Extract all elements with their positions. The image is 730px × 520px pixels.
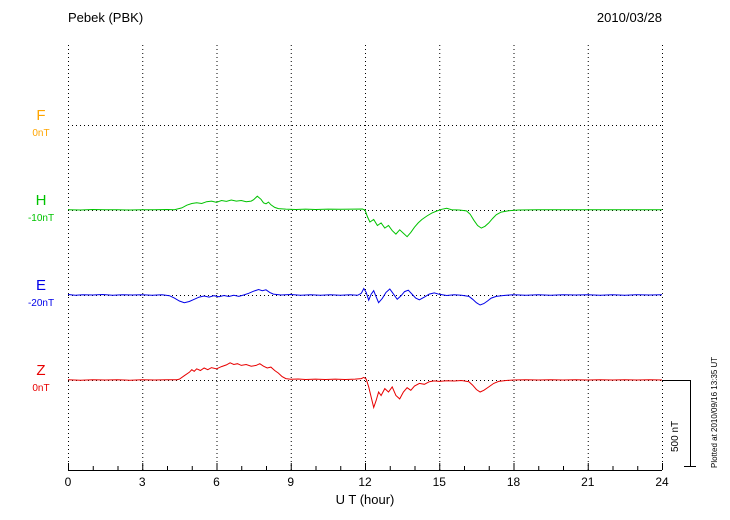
x-tick-label-3: 3 (138, 475, 146, 489)
trace-Z (67, 362, 663, 410)
x-tick-label-0: 0 (64, 475, 72, 489)
channel-label-E: E (35, 277, 46, 294)
channel-offset-Z: 0nT (32, 383, 50, 394)
plot-date: 2010/03/28 (596, 10, 662, 25)
channel-offset-E: -20nT (27, 298, 55, 309)
channel-label-Z: Z (36, 362, 46, 379)
plotted-at-footnote: Plotted at 2010/09/16 13:35 UT (710, 356, 719, 468)
x-axis-title: U T (hour) (335, 492, 395, 507)
channel-label-F: F (36, 107, 46, 124)
x-tick-label-6: 6 (213, 475, 220, 489)
channel-label-H: H (35, 192, 47, 209)
scale-bar-label: 500 nT (670, 420, 681, 452)
channel-offset-F: 0nT (32, 128, 50, 139)
x-tick-label-24: 24 (655, 475, 669, 489)
trace-H (67, 195, 663, 238)
x-tick-label-12: 12 (358, 475, 372, 489)
station-title: Pebek (PBK) (68, 10, 144, 25)
channel-offset-H: -10nT (27, 213, 55, 224)
x-tick-label-9: 9 (287, 475, 295, 489)
x-tick-label-18: 18 (506, 475, 521, 489)
x-tick-label-15: 15 (432, 475, 446, 489)
trace-E (67, 287, 663, 306)
x-tick-label-21: 21 (581, 475, 595, 489)
